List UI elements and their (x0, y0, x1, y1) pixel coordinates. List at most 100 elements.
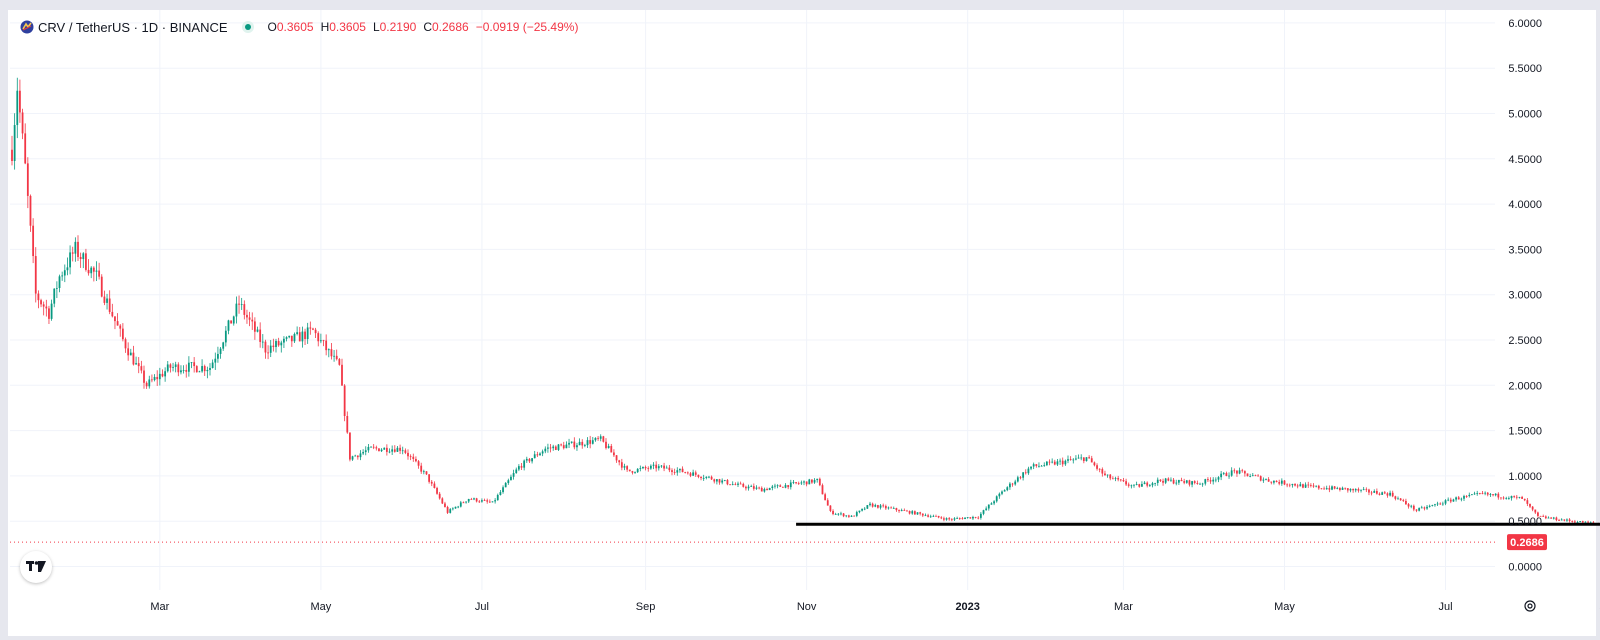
candle-body (1317, 485, 1320, 489)
candle-body (367, 446, 370, 451)
candle-body (723, 480, 726, 481)
candle-body (647, 468, 650, 470)
candle-body (1386, 493, 1389, 496)
candle-body (1397, 498, 1399, 500)
candle-body (544, 448, 547, 452)
tradingview-logo-icon[interactable] (20, 551, 52, 583)
candle-body (623, 466, 626, 468)
candle-body (890, 507, 893, 509)
candle-body (863, 508, 866, 510)
candle-body (187, 362, 190, 372)
candle-body (911, 511, 914, 514)
candle-body (1333, 486, 1336, 489)
candle-body (676, 470, 679, 473)
candle-body (256, 329, 259, 332)
candle-body (1537, 512, 1539, 516)
candle-body (1016, 477, 1019, 482)
candle-body (1159, 479, 1162, 481)
candle-body (1267, 479, 1270, 482)
candle-body (298, 332, 301, 342)
candle-body (961, 518, 964, 520)
candle-body (1053, 461, 1056, 465)
candle-body (61, 275, 64, 277)
candle-body (407, 452, 409, 457)
candle-body (1064, 460, 1067, 465)
candle-body (1505, 498, 1508, 500)
candle-body (1412, 505, 1415, 510)
candle-body (903, 510, 906, 511)
candle-body (217, 353, 219, 359)
x-tick-label: May (1274, 601, 1295, 613)
close-key: C (423, 20, 432, 34)
candle-body (135, 363, 137, 365)
candle-body (581, 441, 584, 446)
candle-body (977, 517, 980, 519)
candle-body (570, 441, 573, 443)
candle-body (1441, 503, 1444, 505)
candle-body (1265, 479, 1267, 480)
candle-body (92, 267, 95, 272)
candle-body (1188, 480, 1191, 485)
window-frame-bottom (0, 636, 1600, 640)
candle-body (124, 339, 127, 349)
candle-body (1560, 519, 1563, 521)
candle-body (554, 446, 557, 450)
candle-body (203, 366, 206, 372)
candle-body (504, 482, 507, 488)
candle-body (1141, 484, 1143, 487)
x-tick-label: Mar (1114, 601, 1133, 613)
candle-body (174, 364, 177, 367)
candle-body (1040, 465, 1043, 467)
candle-body (1312, 485, 1315, 487)
candle-body (739, 483, 742, 485)
candle-body (1207, 479, 1209, 481)
candle-body (557, 444, 560, 450)
candle-body (665, 467, 668, 469)
candle-body (40, 300, 42, 305)
symbol-title[interactable]: CRV / TetherUS · 1D · BINANCE (38, 19, 228, 35)
candle-body (364, 450, 367, 453)
candle-body (1460, 498, 1463, 500)
candle-body (943, 518, 945, 520)
candle-body (483, 500, 486, 501)
candle-body (1518, 496, 1521, 498)
candle-body (420, 465, 423, 472)
candle-body (1339, 488, 1341, 490)
candle-body (787, 485, 790, 488)
candle-body (591, 440, 594, 444)
candle-body (1410, 505, 1413, 507)
candle-body (1566, 519, 1568, 521)
candle-body (351, 456, 354, 460)
candle-body (1093, 462, 1096, 466)
candle-body (906, 510, 908, 512)
candle-body (840, 513, 842, 515)
candle-body (1484, 492, 1487, 494)
candle-body (106, 298, 108, 303)
candle-body (1436, 503, 1439, 505)
candle-body (1072, 459, 1075, 461)
candle-body (1373, 491, 1376, 493)
candle-body (478, 501, 481, 503)
candle-body (1167, 478, 1170, 481)
market-status-icon[interactable] (241, 21, 254, 33)
candle-body (1415, 509, 1418, 511)
candle-body (378, 448, 380, 452)
candle-body (330, 349, 333, 357)
candle-body (1476, 493, 1479, 494)
settings-gear-icon[interactable] (1523, 599, 1537, 613)
candle-body (1291, 483, 1294, 486)
candle-body (1088, 457, 1091, 459)
symbol-legend[interactable]: CRV / TetherUS · 1D · BINANCE O0.3605 H0… (20, 16, 578, 38)
candle-body (805, 481, 808, 485)
candle-body (396, 447, 399, 452)
candle-body (232, 316, 235, 324)
candle-body (1439, 503, 1442, 505)
candle-body (628, 469, 631, 472)
candle-body (898, 510, 900, 512)
candle-body (338, 359, 341, 365)
y-tick-label: 3.5000 (1508, 244, 1542, 256)
candle-body (1125, 481, 1127, 485)
candle-body (441, 498, 444, 504)
candle-body (1143, 482, 1146, 485)
